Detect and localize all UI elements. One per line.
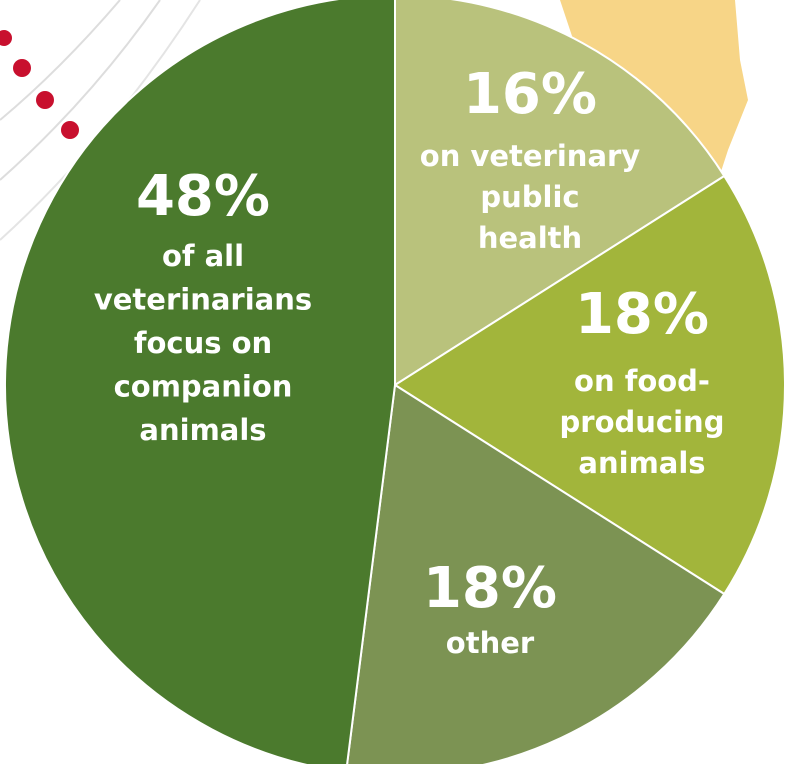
slice-label: animals: [578, 446, 705, 480]
value-label: 18%: [575, 282, 709, 347]
slice-label: on food-: [574, 364, 710, 398]
arc: [0, 0, 121, 121]
dot: [61, 121, 79, 139]
dot: [0, 30, 12, 46]
value-label: 16%: [463, 62, 597, 127]
slice-label: other: [446, 626, 535, 660]
value-label: 48%: [136, 164, 270, 229]
slice-label: veterinarians: [94, 283, 312, 317]
dot: [13, 59, 31, 77]
slice-label: companion: [114, 370, 293, 404]
slice: [393, 174, 786, 596]
dot: [36, 91, 54, 109]
slice-label: producing: [560, 405, 725, 439]
slice-label: focus on: [134, 326, 272, 360]
labels: 16% on veterinary public health 18% on food-p…: [94, 62, 725, 660]
slice-label: of all: [162, 239, 244, 273]
slice-label: public: [480, 180, 579, 214]
slice: [346, 383, 726, 764]
slice: [4, 0, 396, 764]
slice: [394, 0, 726, 387]
pie: [4, 0, 786, 764]
value-label: 18%: [423, 556, 557, 621]
arc: [0, 0, 161, 181]
slice-label: animals: [139, 413, 266, 447]
slice-label: health: [478, 221, 582, 255]
slice-label: on veterinary: [420, 139, 641, 173]
